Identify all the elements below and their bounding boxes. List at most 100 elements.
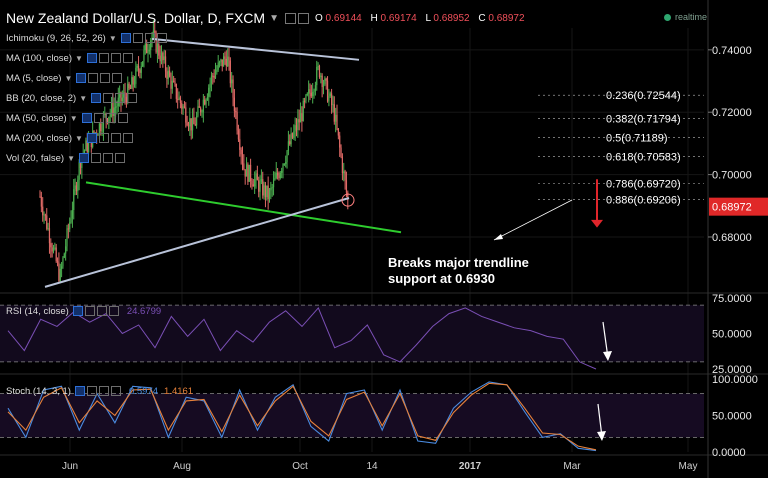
settings-box-icon[interactable] (297, 12, 309, 24)
gear-icon[interactable] (110, 133, 121, 143)
close-icon[interactable] (156, 33, 167, 43)
eye-icon[interactable] (72, 306, 83, 316)
support-trendline[interactable] (85, 181, 402, 234)
candle-body (285, 162, 287, 164)
settings-icon[interactable] (88, 73, 99, 83)
gear-icon[interactable] (96, 306, 107, 316)
rsi-pane[interactable] (0, 304, 704, 370)
candle-body (181, 102, 183, 109)
chevron-down-icon[interactable]: ▼ (108, 33, 117, 43)
close-icon[interactable] (112, 73, 123, 83)
candle-body (314, 85, 316, 91)
candle-body (281, 170, 283, 173)
candle-body (297, 119, 299, 130)
candle-body (59, 268, 61, 281)
header-buttons[interactable] (284, 12, 309, 24)
candle-body (259, 181, 261, 192)
chevron-down-icon[interactable]: ▼ (64, 73, 73, 83)
indicator-row-ichimoku[interactable]: Ichimoku (9, 26, 52, 26) ▼ (6, 30, 169, 46)
candle-body (167, 70, 169, 79)
settings-icon[interactable] (132, 33, 143, 43)
ohlc-open-value: 0.69144 (325, 12, 362, 24)
resistance-trendline[interactable] (151, 37, 360, 61)
candle-body (198, 106, 200, 108)
close-icon[interactable] (122, 53, 133, 63)
candle-body (190, 118, 192, 131)
close-icon[interactable] (117, 113, 128, 123)
candle-body (268, 190, 271, 199)
eye-icon[interactable] (120, 33, 131, 43)
candle-body (324, 78, 326, 85)
rsi-y-tick-label: 50.0000 (712, 329, 752, 341)
candle-body (252, 184, 254, 187)
settings-icon[interactable] (91, 153, 102, 163)
settings-icon[interactable] (84, 306, 95, 316)
close-icon[interactable] (110, 386, 121, 396)
candle-body (152, 30, 154, 35)
stoch-pane[interactable] (0, 381, 704, 452)
settings-icon[interactable] (103, 93, 114, 103)
x-tick-label: Mar (563, 461, 581, 472)
chevron-down-icon[interactable]: ▼ (75, 133, 83, 143)
indicator-row-ma50[interactable]: MA (50, close) ▼ (6, 110, 130, 126)
candles (39, 20, 349, 284)
gear-icon[interactable] (110, 53, 121, 63)
rising-trendline[interactable] (44, 197, 350, 288)
stoch-arrow-head-icon (597, 431, 606, 441)
settings-box-icon[interactable] (284, 12, 296, 24)
gear-icon[interactable] (105, 113, 116, 123)
candle-body (123, 92, 125, 98)
settings-icon[interactable] (86, 386, 97, 396)
candle-body (201, 112, 203, 114)
chevron-down-icon[interactable]: ▼ (75, 53, 83, 63)
gear-icon[interactable] (115, 93, 126, 103)
chevron-down-icon[interactable]: ▼ (79, 93, 88, 103)
main-price-pane[interactable]: 0.236(0.72544) 0.382(0.71794) 0.5(0.71189)… (39, 20, 704, 288)
close-icon[interactable] (108, 306, 119, 316)
stoch-legend[interactable]: Stoch (14, 3, 1) 0.5974 1.4161 (6, 383, 193, 399)
indicator-row-ma200[interactable]: MA (200, close) ▼ (6, 130, 135, 146)
candle-body (289, 141, 291, 145)
gear-icon[interactable] (144, 33, 155, 43)
rsi-legend[interactable]: RSI (14, close) 24.6799 (6, 303, 161, 319)
candle-body (209, 83, 211, 88)
eye-icon[interactable] (91, 93, 102, 103)
gear-icon[interactable] (103, 153, 114, 163)
candle-body (121, 97, 123, 102)
eye-icon[interactable] (86, 133, 97, 143)
candle-body (248, 164, 250, 182)
eye-icon[interactable] (81, 113, 92, 123)
close-icon[interactable] (115, 153, 126, 163)
settings-icon[interactable] (98, 133, 109, 143)
candle-body (143, 50, 145, 62)
settings-icon[interactable] (98, 53, 109, 63)
candle-body (156, 43, 159, 53)
candle-body (160, 52, 163, 62)
candle-body (347, 192, 349, 201)
candle-body (101, 130, 103, 132)
close-icon[interactable] (122, 133, 133, 143)
candle-body (216, 69, 218, 73)
settings-icon[interactable] (93, 113, 104, 123)
chevron-down-icon[interactable]: ▼ (69, 113, 78, 123)
candle-body (67, 228, 69, 230)
candle-body (86, 140, 88, 153)
close-icon[interactable] (127, 93, 138, 103)
gear-icon[interactable] (100, 73, 111, 83)
gear-icon[interactable] (98, 386, 109, 396)
candle-body (267, 185, 269, 199)
chevron-down-icon[interactable]: ▼ (67, 153, 76, 163)
indicator-row-vol[interactable]: Vol (20, false) ▼ (6, 150, 127, 166)
candle-body (132, 77, 134, 85)
indicator-row-bb[interactable]: BB (20, close, 2) ▼ (6, 90, 139, 106)
eye-icon[interactable] (79, 153, 90, 163)
eye-icon[interactable] (76, 73, 87, 83)
eye-icon[interactable] (74, 386, 85, 396)
chevron-down-icon[interactable]: ▼ (269, 12, 279, 24)
indicator-row-ma100[interactable]: MA (100, close) ▼ (6, 50, 135, 66)
realtime-dot-icon (664, 14, 671, 21)
indicator-row-ma5[interactable]: MA (5, close) ▼ (6, 70, 124, 86)
rsi-value: 24.6799 (126, 305, 162, 317)
eye-icon[interactable] (86, 53, 97, 63)
